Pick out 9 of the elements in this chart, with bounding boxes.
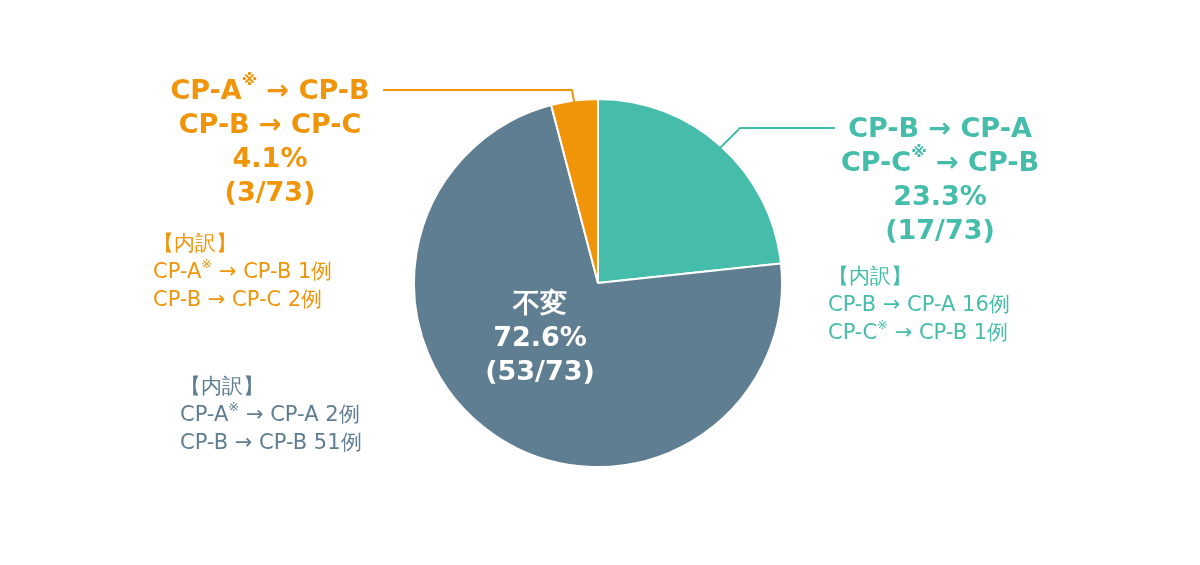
slice-label: CP-A※ → CP-B CP-B → CP-C [170,70,370,140]
data-label: 72.6% (53/73) [485,321,595,387]
text: 【内訳】 CP-A※ → CP-A 2例 CP-B → CP-B 51例 [180,374,362,455]
text: 【内訳】 CP-A※ → CP-B 1例 CP-B → CP-C 2例 [153,231,333,312]
data-label: 23.3% (17/73) [885,180,995,246]
slice-label: CP-B → CP-A CP-C※ → CP-B [840,112,1040,178]
data-label: 4.1% (3/73) [224,142,316,208]
text: 【内訳】 CP-B → CP-A 16例 CP-C※ → CP-B 1例 [828,264,1010,345]
slice-label: 不変 [512,287,567,319]
